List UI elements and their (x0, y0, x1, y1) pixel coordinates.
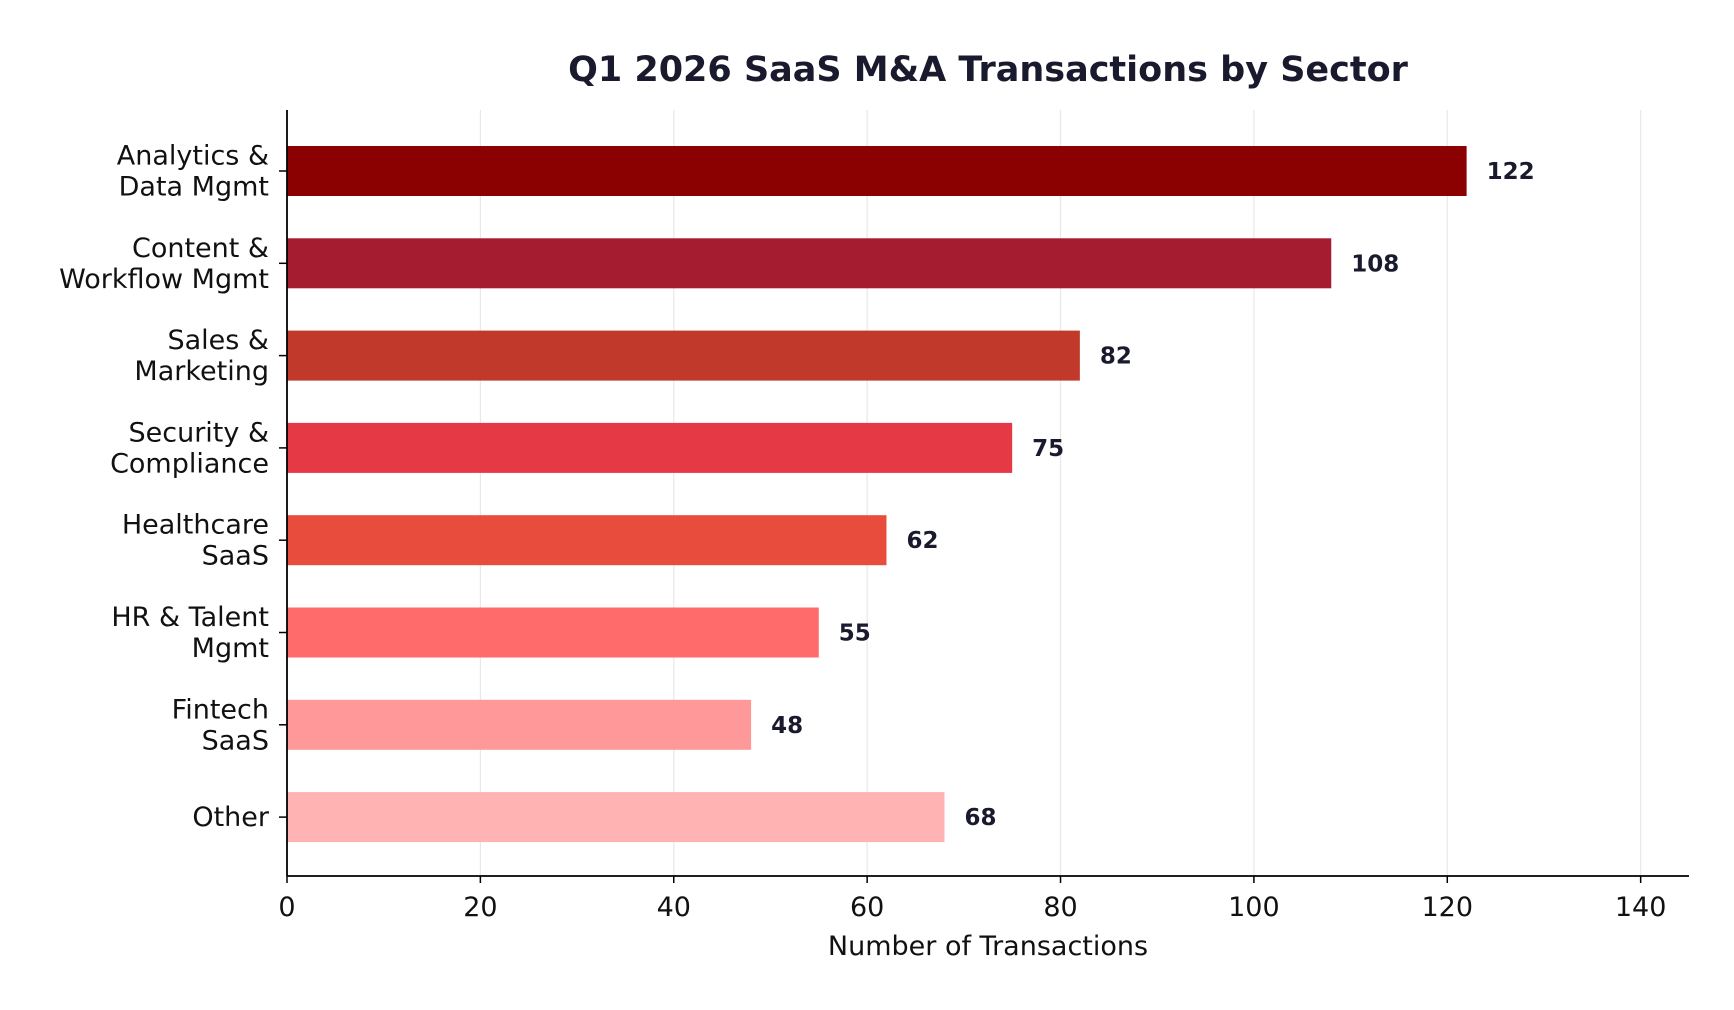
value-label-4: 75 (1032, 436, 1064, 462)
value-label-1: 122 (1487, 159, 1535, 185)
x-tick-label: 60 (850, 892, 884, 923)
category-label-line: Marketing (134, 356, 269, 387)
value-label-7: 48 (771, 713, 803, 739)
category-label-4: Security &Compliance (110, 417, 269, 479)
bar-5 (287, 515, 887, 566)
y-axis-ticks: Analytics &Data Mgmt Content &Workflow Mg… (59, 141, 287, 833)
value-label-3: 82 (1100, 344, 1132, 370)
x-tick-label: 120 (1422, 892, 1474, 923)
x-tick-label: 20 (463, 892, 497, 923)
category-label-line: Healthcare (122, 510, 269, 541)
category-label-8: Other (192, 802, 270, 833)
category-label-line: Compliance (110, 448, 269, 479)
bar-6 (287, 607, 819, 658)
category-label-line: Analytics & (117, 141, 269, 172)
x-axis-ticks: 0 20 40 60 80 100 120 140 (278, 876, 1666, 923)
category-label-line: Other (192, 802, 270, 833)
bar-8 (287, 792, 945, 843)
bar-4 (287, 422, 1013, 473)
x-tick-label: 0 (278, 892, 295, 923)
bar-7 (287, 699, 752, 750)
x-tick-label: 80 (1043, 892, 1077, 923)
grid-layer (479, 110, 1642, 876)
category-label-line: Mgmt (192, 633, 269, 664)
axes (286, 110, 1689, 877)
category-label-line: Security & (128, 417, 269, 448)
chart-title: Q1 2026 SaaS M&A Transactions by Sector (568, 50, 1409, 90)
category-label-line: Sales & (167, 325, 269, 356)
category-label-1: Analytics &Data Mgmt (117, 141, 269, 203)
bar-layer (287, 146, 1467, 843)
value-label-2: 108 (1351, 251, 1399, 277)
category-label-line: Workflow Mgmt (59, 264, 269, 295)
value-label-6: 55 (839, 621, 871, 647)
value-label-5: 62 (906, 528, 938, 554)
x-axis-label: Number of Transactions (828, 931, 1148, 962)
value-label-8: 68 (964, 805, 996, 831)
x-tick-label: 40 (657, 892, 691, 923)
value-label-layer: 122 108 82 75 62 55 48 68 (771, 159, 1535, 831)
category-label-3: Sales &Marketing (134, 325, 269, 387)
x-tick-label: 140 (1615, 892, 1667, 923)
x-tick-label: 100 (1228, 892, 1280, 923)
category-label-line: Fintech (172, 694, 269, 725)
category-label-line: Content & (132, 233, 269, 264)
bar-3 (287, 330, 1080, 381)
bar-1 (287, 146, 1467, 196)
bar-2 (287, 238, 1332, 289)
category-label-line: SaaS (202, 725, 269, 756)
category-label-line: HR & Talent (111, 602, 269, 633)
category-label-line: SaaS (202, 541, 269, 572)
category-label-2: Content &Workflow Mgmt (59, 233, 269, 295)
category-label-line: Data Mgmt (119, 172, 269, 203)
